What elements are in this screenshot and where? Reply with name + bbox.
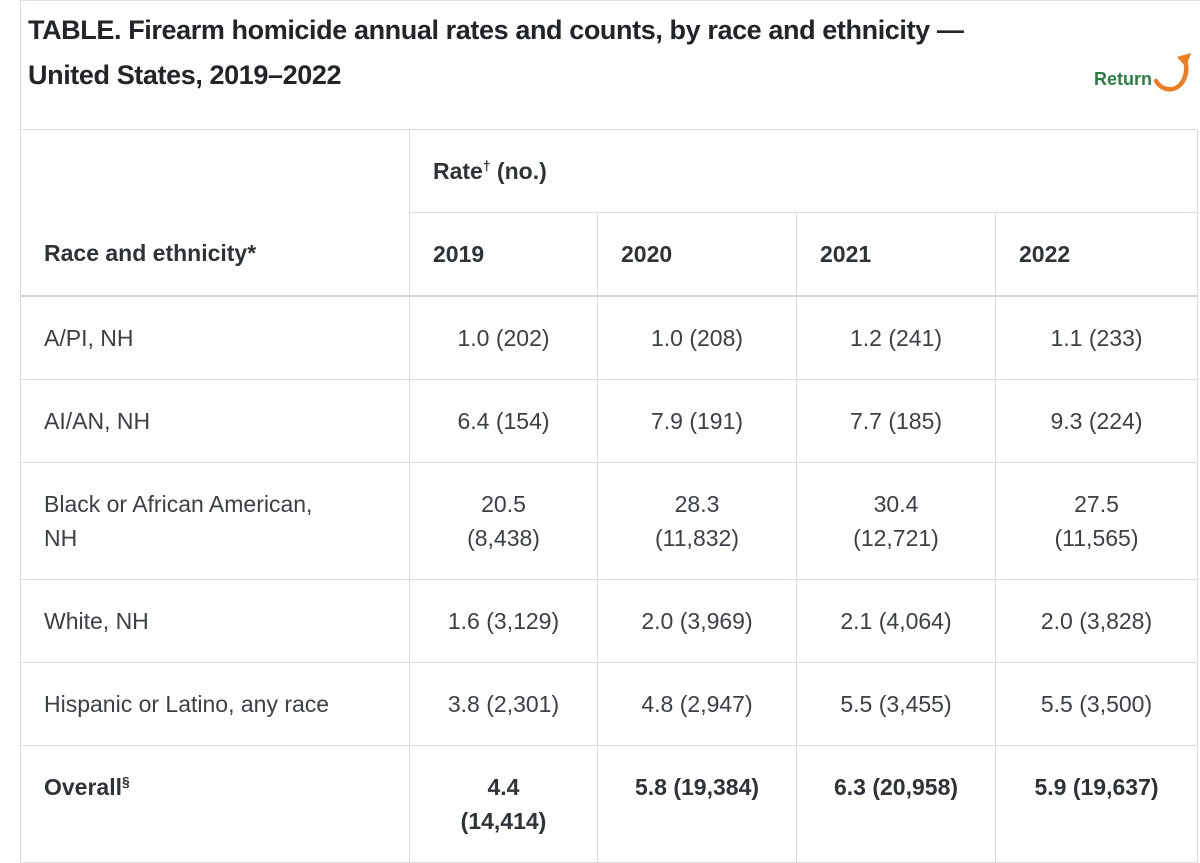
value-cell: 1.2 (241) <box>796 295 996 380</box>
return-arrow-icon <box>1153 51 1192 100</box>
value-cell: 5.5 (3,500) <box>995 662 1198 746</box>
table-row: AI/AN, NH 6.4 (154) 7.9 (191) 7.7 (185) 9.3 … <box>20 379 1198 463</box>
row-group-header: Race and ethnicity* <box>20 129 410 297</box>
row-label: Overall§ <box>20 745 410 863</box>
table-row: Hispanic or Latino, any race 3.8 (2,301) 4… <box>20 662 1198 746</box>
value-cell: 5.8 (19,384) <box>597 745 797 863</box>
table-row: A/PI, NH 1.0 (202) 1.0 (208) 1.2 (241) 1.1 (… <box>20 295 1198 380</box>
rate-group-header: Rate† (no.) <box>409 129 1198 213</box>
return-link[interactable]: Return <box>1094 51 1192 94</box>
value-cell: 5.9 (19,637) <box>995 745 1198 863</box>
value-cell: 1.0 (208) <box>597 295 797 380</box>
value-cell: 2.0 (3,828) <box>995 579 1198 663</box>
row-label: A/PI, NH <box>20 295 410 380</box>
row-label: Hispanic or Latino, any race <box>20 662 410 746</box>
value-cell: 27.5 (11,565) <box>995 462 1198 580</box>
value-cell: 9.3 (224) <box>995 379 1198 463</box>
value-cell: 5.5 (3,455) <box>796 662 996 746</box>
title-bar: TABLE. Firearm homicide annual rates and… <box>21 1 1200 121</box>
value-cell: 7.7 (185) <box>796 379 996 463</box>
year-header-2022: 2022 <box>995 212 1198 297</box>
table-body: A/PI, NH 1.0 (202) 1.0 (208) 1.2 (241) 1.1 (… <box>20 295 1198 863</box>
value-cell: 4.8 (2,947) <box>597 662 797 746</box>
row-label: Black or African American, NH <box>20 462 410 580</box>
no-label: (no.) <box>490 158 547 184</box>
rate-label: Rate <box>433 158 483 184</box>
value-cell: 30.4 (12,721) <box>796 462 996 580</box>
value-cell: 3.8 (2,301) <box>409 662 598 746</box>
year-header-2021: 2021 <box>796 212 996 297</box>
row-label: White, NH <box>20 579 410 663</box>
row-label: AI/AN, NH <box>20 379 410 463</box>
group-header-row: Race and ethnicity* Rate† (no.) <box>20 129 1198 297</box>
year-header-2020: 2020 <box>597 212 797 297</box>
value-cell: 4.4 (14,414) <box>409 745 598 863</box>
value-cell: 2.0 (3,969) <box>597 579 797 663</box>
dagger-footnote-mark: † <box>482 158 491 174</box>
value-cell: 1.1 (233) <box>995 295 1198 380</box>
year-header-2019: 2019 <box>409 212 598 297</box>
value-cell: 2.1 (4,064) <box>796 579 996 663</box>
year-header-row: 2019 2020 2021 2022 <box>21 212 1198 297</box>
table-header: Race and ethnicity* Rate† (no.) 2019 202… <box>20 129 1198 297</box>
value-cell: 6.3 (20,958) <box>796 745 996 863</box>
return-label: Return <box>1094 69 1152 89</box>
value-cell: 1.6 (3,129) <box>409 579 598 663</box>
value-cell: 6.4 (154) <box>409 379 598 463</box>
table-panel: TABLE. Firearm homicide annual rates and… <box>20 0 1200 863</box>
value-cell: 1.0 (202) <box>409 295 598 380</box>
value-cell: 28.3 (11,832) <box>597 462 797 580</box>
table-row: Overall§ 4.4 (14,414) 5.8 (19,384) 6.3 (20,… <box>20 745 1198 863</box>
data-table: Race and ethnicity* Rate† (no.) 2019 202… <box>20 129 1198 863</box>
value-cell: 20.5 (8,438) <box>409 462 598 580</box>
value-cell: 7.9 (191) <box>597 379 797 463</box>
section-footnote-mark: § <box>122 774 130 790</box>
table-row: Black or African American, NH 20.5 (8,438… <box>20 462 1198 580</box>
table-row: White, NH 1.6 (3,129) 2.0 (3,969) 2.1 (4,06… <box>20 579 1198 663</box>
page-title: TABLE. Firearm homicide annual rates and… <box>28 15 964 90</box>
